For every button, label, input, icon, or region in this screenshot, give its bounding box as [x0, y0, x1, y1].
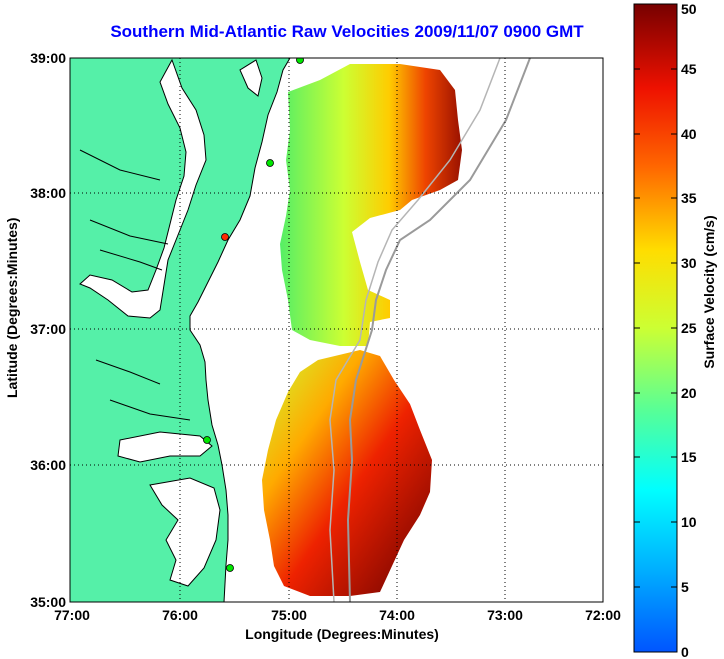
grid-lines	[70, 58, 603, 602]
colorbar-tick-label: 0	[681, 644, 689, 659]
colorbar-tick-label: 10	[681, 514, 697, 530]
albemarle-sound	[117, 431, 213, 463]
colorbar-tick-labels: 0 5 10 15 20 25 30 35 40 45 50	[681, 1, 697, 659]
delaware-bay	[239, 59, 263, 97]
colorbar-tick-label: 50	[681, 1, 697, 17]
x-tick-label: 73:00	[487, 607, 523, 623]
colorbar-tick-label: 30	[681, 255, 697, 271]
colorbar-ticks	[634, 68, 677, 588]
x-tick-label: 72:00	[585, 607, 621, 623]
colorbar-tick-label: 45	[681, 61, 697, 77]
y-tick-labels: 39:00 38:00 37:00 36:00 35:00	[30, 50, 66, 610]
bathymetry-contour-2	[329, 58, 501, 602]
bathymetry-contour	[346, 58, 531, 602]
station-marker	[226, 564, 234, 572]
y-tick-label: 38:00	[30, 185, 66, 201]
chesapeake-bay	[79, 58, 207, 319]
station-marker	[203, 436, 211, 444]
map-title: Southern Mid-Atlantic Raw Velocities 200…	[110, 22, 584, 41]
x-tick-label: 77:00	[54, 607, 90, 623]
y-tick-label: 37:00	[30, 321, 66, 337]
x-tick-labels: 77:00 76:00 75:00 74:00 73:00 72:00	[54, 607, 621, 623]
x-tick-label: 76:00	[162, 607, 198, 623]
station-marker	[221, 233, 229, 241]
y-tick-label: 35:00	[30, 594, 66, 610]
plot-frame	[69, 57, 604, 603]
velocity-field-south	[262, 350, 432, 596]
colorbar	[633, 3, 678, 653]
station-marker	[266, 159, 274, 167]
river-lines	[79, 149, 191, 421]
colorbar-tick-label: 35	[681, 190, 697, 206]
colorbar-tick-label: 5	[681, 579, 689, 595]
velocity-field-north	[280, 64, 462, 346]
colorbar-tick-label: 15	[681, 449, 697, 465]
colorbar-tick-label: 40	[681, 126, 697, 142]
colorbar-tick-label: 25	[681, 320, 697, 336]
pamlico-sound	[149, 477, 221, 587]
x-tick-label: 75:00	[271, 607, 307, 623]
station-marker	[296, 58, 304, 64]
x-tick-label: 74:00	[379, 607, 415, 623]
x-axis-label: Longitude (Degrees:Minutes)	[245, 626, 439, 642]
colorbar-tick-label: 20	[681, 385, 697, 401]
y-tick-label: 39:00	[30, 50, 66, 66]
y-tick-label: 36:00	[30, 457, 66, 473]
